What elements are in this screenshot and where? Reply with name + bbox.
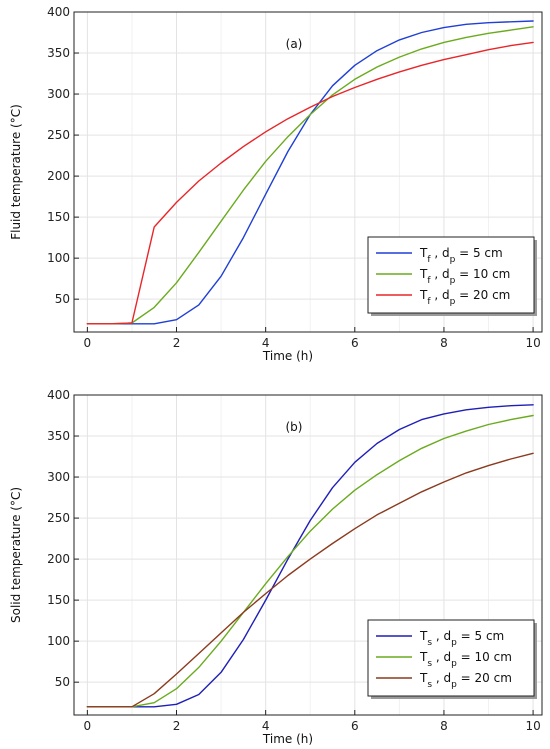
panel-b-legend-entry-2-main: T xyxy=(419,650,428,664)
panel-b-series-line-3 xyxy=(86,452,534,708)
panel-b-x-tick-label: 10 xyxy=(525,719,540,733)
panel-a-x-tick-label: 0 xyxy=(84,336,92,350)
panel-b-legend-entry-2-sub: s xyxy=(427,659,432,669)
panel-b-legend-entry-2: Ts , dp = 10 cm xyxy=(419,650,512,669)
panel-b-legend-entry-3: Ts , dp = 20 cm xyxy=(419,671,512,690)
panel-b-ticks: 0 2 4 6 8 10 50 100 150 200 250 300 350 400 xyxy=(47,388,541,733)
panel-a-legend-entry-2-sub2: p xyxy=(450,276,456,286)
panel-b-y-tick-label: 50 xyxy=(55,675,70,689)
panel-b-y-tick-label: 350 xyxy=(47,429,70,443)
panel-b-y-tick-label: 400 xyxy=(47,388,70,402)
panel-b-legend-entry-1-tail: = 5 cm xyxy=(457,629,504,643)
panel-b-x-tick-label: 4 xyxy=(262,719,270,733)
panel-b-legend-entry-3-main: T xyxy=(419,671,428,685)
panel-b-label: (b) xyxy=(286,420,303,434)
panel-a-y-tick-label: 50 xyxy=(55,292,70,306)
panel-a-legend-entry-1: Tf , dp = 5 cm xyxy=(419,246,503,265)
panel-b-legend-entry-3-tail: = 20 cm xyxy=(457,671,512,685)
panel-a-y-tick-label: 200 xyxy=(47,169,70,183)
panel-a-y-axis-label: Fluid temperature (°C) xyxy=(9,104,23,240)
panel-b-legend-entry-2-tail: = 10 cm xyxy=(457,650,512,664)
panel-a-legend-entry-3-sub: f xyxy=(427,297,431,307)
panel-a-y-tick-label: 150 xyxy=(47,210,70,224)
panel-a-series-lines xyxy=(86,20,534,325)
panel-a-legend-entry-2-mid: , d xyxy=(431,267,450,281)
panel-a-label: (a) xyxy=(286,37,303,51)
panel-b-y-tick-label: 100 xyxy=(47,634,70,648)
panel-b-legend-entry-1: Ts , dp = 5 cm xyxy=(419,629,504,648)
panel-a-y-tick-label: 400 xyxy=(47,5,70,19)
panel-a-legend-entry-3: Tf , dp = 20 cm xyxy=(419,288,510,307)
panel-a-y-tick-label: 100 xyxy=(47,251,70,265)
panel-a-legend-box xyxy=(367,236,535,314)
panel-b-y-tick-label: 300 xyxy=(47,470,70,484)
panel-a-x-tick-label: 10 xyxy=(525,336,540,350)
panel-b-x-tick-label: 6 xyxy=(351,719,359,733)
panel-b-series-line-1 xyxy=(86,404,534,708)
panel-b-x-tick-label: 0 xyxy=(84,719,92,733)
panel-a-y-tick-label: 250 xyxy=(47,128,70,142)
panel-a-y-tick-label: 350 xyxy=(47,46,70,60)
panel-a-legend-entry-1-main: T xyxy=(419,246,428,260)
panel-a-legend-entry-1-sub2: p xyxy=(450,255,456,265)
panel-a-legend-entry-3-tail: = 20 cm xyxy=(455,288,510,302)
panel-a-legend-entry-2-tail: = 10 cm xyxy=(455,267,510,281)
panel-a-x-tick-label: 8 xyxy=(440,336,448,350)
panel-a-plot-frame xyxy=(73,11,543,333)
panel-a-legend-entry-2-sub: f xyxy=(427,276,431,286)
panel-a-legend-entry-3-mid: , d xyxy=(431,288,450,302)
panel-b-series-lines xyxy=(86,404,534,708)
panel-a-legend-entry-2: Tf , dp = 10 cm xyxy=(419,267,510,286)
panel-a-x-tick-label: 2 xyxy=(173,336,181,350)
panel-a-y-tick-label: 300 xyxy=(47,87,70,101)
panel-b-legend-entry-2-mid: , d xyxy=(432,650,451,664)
panel-a-series-line-2 xyxy=(86,26,534,325)
panel-b: 0 2 4 6 8 10 50 100 150 200 250 300 350 400 (b) Time … xyxy=(9,388,543,746)
panel-a-x-tick-label: 6 xyxy=(351,336,359,350)
panel-b-y-tick-label: 250 xyxy=(47,511,70,525)
panel-b-legend-entry-1-mid: , d xyxy=(432,629,451,643)
panel-b-legend-entry-2-sub2: p xyxy=(451,659,457,669)
panel-b-legend-entry-3-sub2: p xyxy=(451,680,457,690)
panel-a: 0 2 4 6 8 10 50 100 150 200 250 300 350 400 (a) Time … xyxy=(9,5,543,363)
panel-b-x-axis-label: Time (h) xyxy=(262,732,313,746)
panel-b-x-tick-label: 8 xyxy=(440,719,448,733)
panel-b-legend-entry-1-sub2: p xyxy=(451,638,457,648)
panel-a-x-tick-label: 4 xyxy=(262,336,270,350)
panel-b-legend-entry-1-sub: s xyxy=(427,638,432,648)
panel-b-legend-entry-1-main: T xyxy=(419,629,428,643)
panel-a-series-line-3 xyxy=(86,41,534,325)
panel-b-x-tick-label: 2 xyxy=(173,719,181,733)
panel-a-x-axis-label: Time (h) xyxy=(262,349,313,363)
panel-a-legend-entry-1-mid: , d xyxy=(431,246,450,260)
panel-b-y-tick-label: 150 xyxy=(47,593,70,607)
panel-a-ticks: 0 2 4 6 8 10 50 100 150 200 250 300 350 400 xyxy=(47,5,541,350)
panel-b-y-tick-label: 200 xyxy=(47,552,70,566)
panel-a-legend-entry-1-sub: f xyxy=(427,255,431,265)
panel-b-plot-frame xyxy=(73,394,543,716)
panel-b-legend-entry-3-sub: s xyxy=(427,680,432,690)
panel-a-legend-entry-1-tail: = 5 cm xyxy=(455,246,502,260)
panel-b-legend-entry-3-mid: , d xyxy=(432,671,451,685)
panel-a-legend-entry-2-main: T xyxy=(419,267,428,281)
panel-a-legend-entry-3-sub2: p xyxy=(450,297,456,307)
panel-a-legend-entry-3-main: T xyxy=(419,288,428,302)
panel-b-legend-box xyxy=(367,619,535,697)
panel-b-y-axis-label: Solid temperature (°C) xyxy=(9,487,23,623)
panel-b-series-line-2 xyxy=(86,414,534,708)
